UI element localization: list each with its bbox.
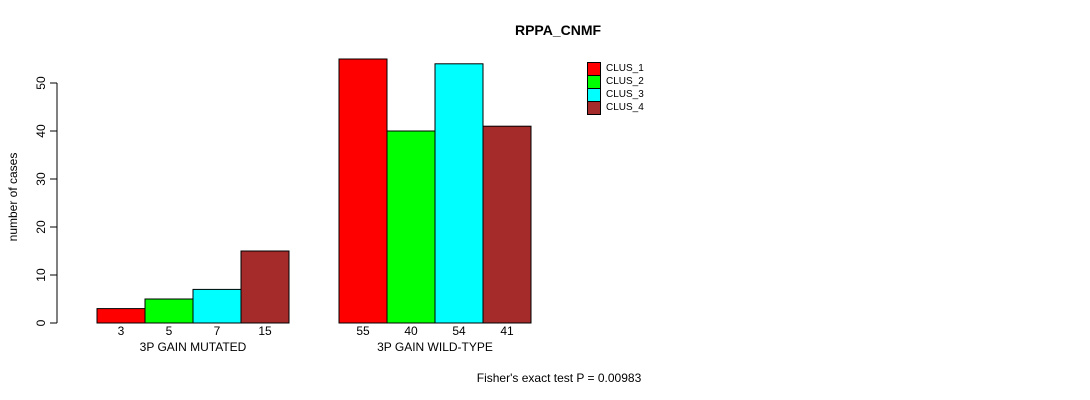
bar-clus_1-group2 [338, 58, 388, 324]
x-category-label: 3P GAIN MUTATED [140, 340, 247, 354]
legend-swatch-icon [587, 61, 601, 76]
bar-clus_4-group2 [482, 125, 532, 324]
legend-swatch-icon [587, 100, 601, 115]
legend-label: CLUS_2 [606, 76, 644, 87]
bar-value-label: 54 [452, 324, 466, 338]
bar-value-label: 41 [500, 324, 514, 338]
y-tick-label: 20 [34, 220, 48, 234]
bar-value-label: 55 [356, 324, 370, 338]
legend-label: CLUS_4 [606, 102, 644, 113]
bar-value-label: 7 [214, 324, 221, 338]
y-tick-label: 50 [34, 76, 48, 90]
legend-item-clus_3: CLUS_3 [587, 87, 644, 102]
bar-clus_3-group2 [434, 63, 484, 324]
legend: CLUS_1 CLUS_2 CLUS_3 CLUS_4 [587, 61, 644, 115]
legend-label: CLUS_1 [606, 63, 644, 74]
fisher-test-annotation: Fisher's exact test P = 0.00983 [476, 371, 642, 385]
y-tick-label: 10 [34, 268, 48, 282]
legend-item-clus_1: CLUS_1 [587, 61, 644, 76]
bar-value-label: 40 [404, 324, 418, 338]
y-tick-label: 30 [34, 172, 48, 186]
bar-clus_1-group1 [96, 308, 146, 324]
y-tick-label: 40 [34, 124, 48, 138]
legend-item-clus_4: CLUS_4 [587, 100, 644, 115]
bar-value-label: 15 [258, 324, 272, 338]
bar-clus_3-group1 [192, 288, 242, 324]
y-tick-label: 0 [34, 319, 48, 326]
bar-clus_4-group1 [240, 250, 290, 324]
chart-title: RPPA_CNMF [514, 22, 602, 38]
bar-value-label: 3 [118, 324, 125, 338]
x-category-label: 3P GAIN WILD-TYPE [377, 340, 493, 354]
bar-clus_2-group1 [144, 298, 194, 324]
legend-swatch-icon [587, 74, 601, 89]
legend-label: CLUS_3 [606, 89, 644, 100]
bar-value-label: 5 [166, 324, 173, 338]
legend-swatch-icon [587, 87, 601, 102]
bar-clus_2-group2 [386, 130, 436, 324]
legend-item-clus_2: CLUS_2 [587, 74, 644, 89]
